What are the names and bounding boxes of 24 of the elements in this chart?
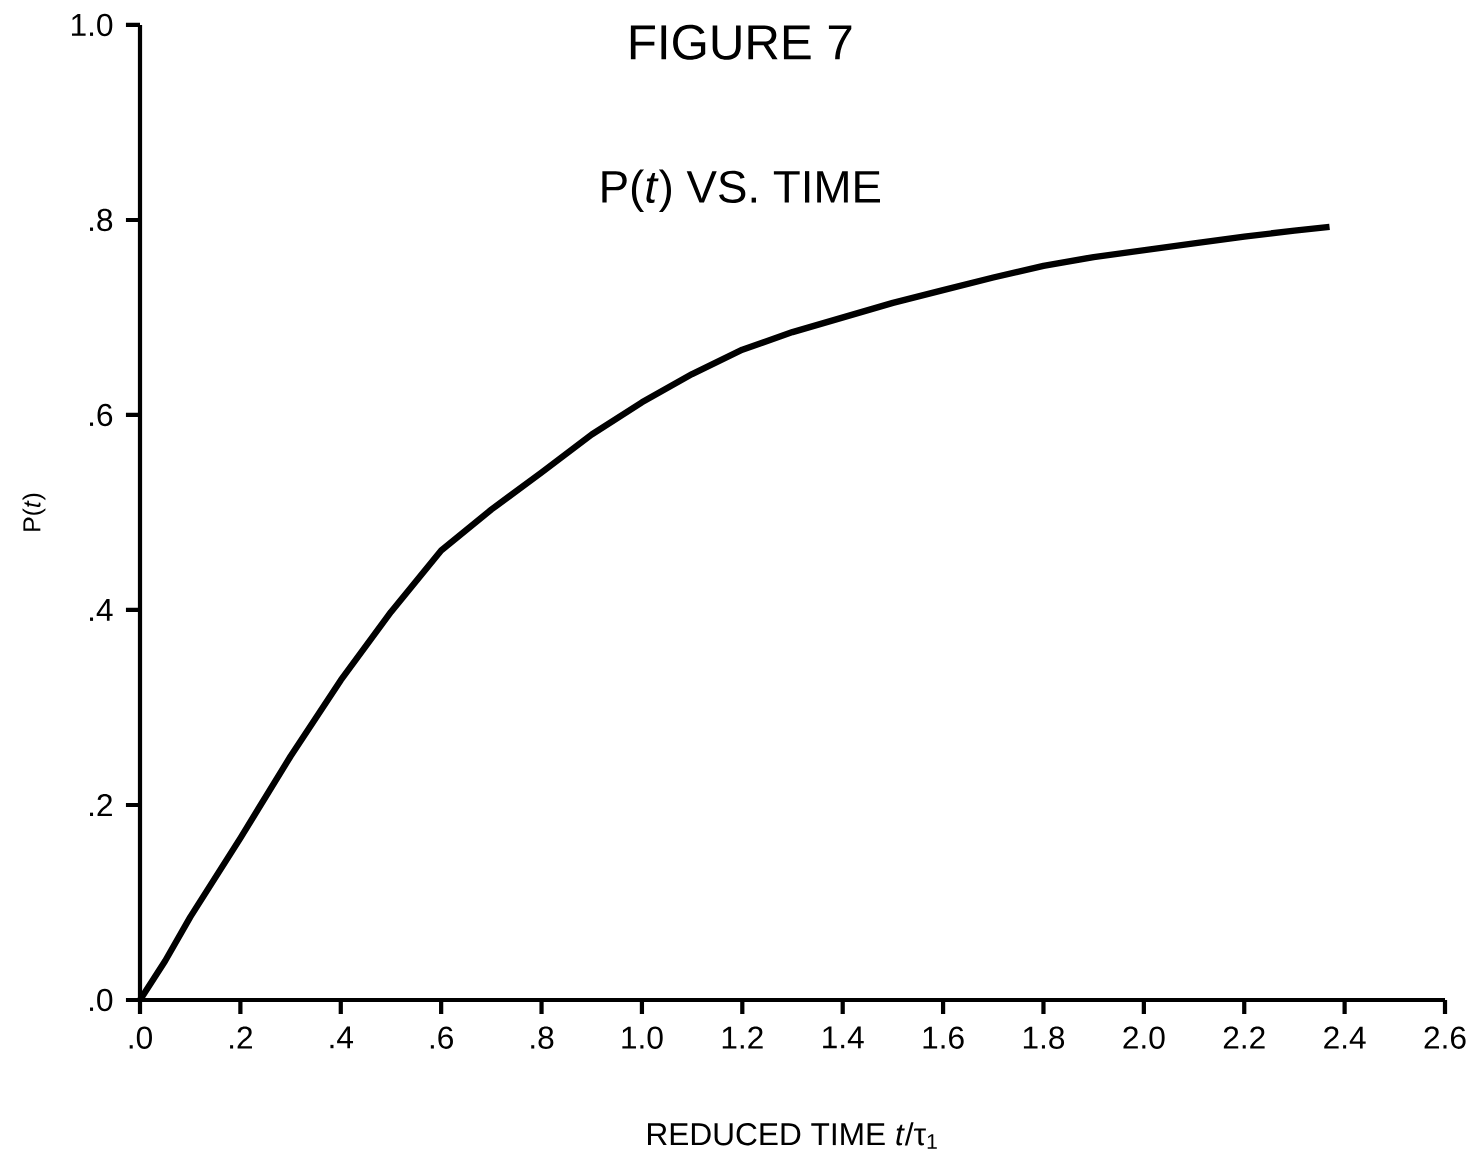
x-tick-label: 1.2: [722, 1026, 763, 1049]
x-tick-label: 1.8: [1023, 1026, 1065, 1049]
y-tick-label: .2: [90, 793, 112, 817]
x-tick-label: .2: [230, 1026, 252, 1049]
x-tick-label: 1.0: [622, 1026, 663, 1049]
x-tick-label: 1.6: [923, 1026, 964, 1049]
y-tick-label: .4: [90, 599, 113, 621]
x-tick-label: 2.0: [1123, 1026, 1165, 1049]
chart-title: FIGURE 7: [630, 24, 852, 60]
y-tick-label: .8: [90, 208, 113, 232]
x-tick-label: .4: [330, 1026, 354, 1049]
x-tick-label: .6: [430, 1026, 453, 1049]
y-tick-label: 1.0: [71, 13, 113, 37]
text: P(t) VS. TIME: [602, 169, 881, 213]
x-tick-label: 2.4: [1324, 1026, 1366, 1049]
x-tick-label: .8: [531, 1026, 554, 1049]
y-tick-label: .0: [90, 988, 113, 1012]
x-tick-label: .0: [129, 1026, 152, 1049]
y-tick-label: .6: [90, 403, 113, 427]
x-tick-label: 1.4: [823, 1026, 864, 1049]
x-tick-label: 2.6: [1424, 1026, 1466, 1049]
y-axis-title: P(t): [22, 493, 46, 531]
x-axis-title: REDUCED TIME t/τ$_{1}$: [648, 1122, 937, 1149]
x-tick-label: 2.2: [1223, 1026, 1265, 1049]
